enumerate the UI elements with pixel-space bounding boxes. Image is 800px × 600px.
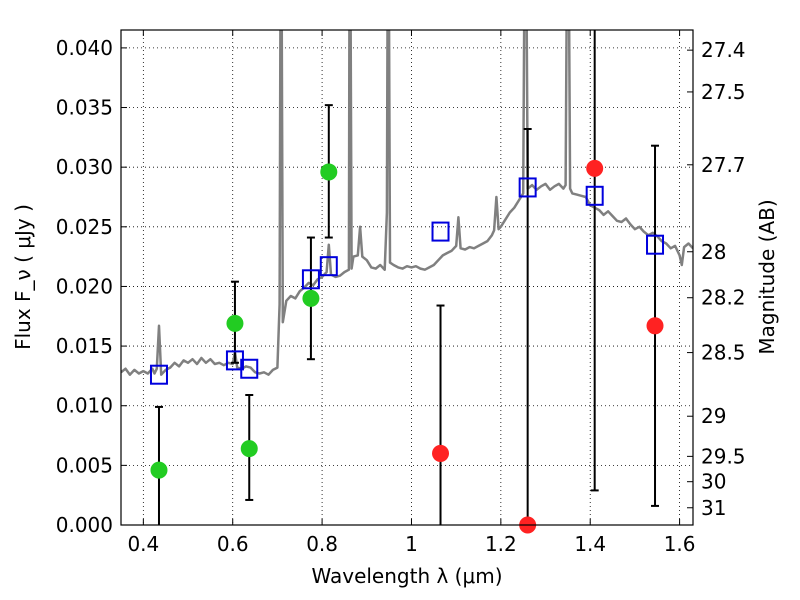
mag-tick-label: 29.5 — [701, 444, 746, 468]
model-point-square — [319, 256, 338, 277]
y-tick-label: 0.040 — [56, 36, 113, 60]
mag-tick-label: 31 — [701, 496, 726, 520]
x-tick-label: 1.2 — [485, 532, 517, 556]
x-tick-label: 0.6 — [217, 532, 249, 556]
y-tick-label: 0.015 — [56, 334, 113, 358]
model-point-square — [149, 364, 168, 385]
data-point — [646, 317, 664, 335]
data-point — [302, 289, 320, 307]
x-tick-label: 1.6 — [664, 532, 696, 556]
model-point-square — [518, 177, 537, 198]
x-axis-title: Wavelength λ (μm) — [311, 564, 502, 588]
data-point — [150, 461, 168, 479]
mag-tick-label: 29 — [701, 404, 726, 428]
model-point-square — [240, 358, 259, 379]
y-tick-label: 0.025 — [56, 215, 113, 239]
data-point — [320, 163, 338, 181]
mag-tick-label: 28.5 — [701, 341, 746, 365]
data-point — [240, 440, 258, 458]
model-point-square — [585, 185, 604, 206]
spectrum-line — [121, 30, 693, 376]
y-axis-title-left: Flux F_ν ( μJy ) — [11, 204, 35, 350]
y-tick-label: 0.035 — [56, 96, 113, 120]
data-point — [226, 314, 244, 332]
model-point-square — [431, 221, 450, 242]
y-tick-label: 0.020 — [56, 274, 113, 298]
mag-tick-label: 28.2 — [701, 286, 746, 310]
y-axis-title-right: Magnitude (AB) — [755, 199, 779, 354]
tick-marks — [121, 30, 693, 526]
data-point — [432, 444, 450, 462]
model-point-square — [301, 269, 320, 290]
model-point-square — [646, 234, 665, 255]
x-tick-label: 1.4 — [574, 532, 606, 556]
x-tick-label: 1 — [405, 532, 418, 556]
mag-tick-label: 27.5 — [701, 80, 746, 104]
x-tick-label: 0.8 — [306, 532, 338, 556]
mag-tick-label: 27.7 — [701, 153, 746, 177]
plot-background — [121, 30, 693, 525]
marker-layer — [149, 159, 665, 534]
data-point — [586, 159, 604, 177]
y-tick-label: 0.000 — [56, 513, 113, 537]
tick-labels: 0.4 0.6 0.8 1 1.2 1.4 1.6 0.000 0.005 0.010 0.015 0… — [56, 36, 746, 556]
y-tick-label: 0.010 — [56, 394, 113, 418]
mag-tick-label: 27.4 — [701, 38, 746, 62]
plot-frame — [120, 29, 694, 526]
y-tick-label: 0.030 — [56, 155, 113, 179]
mag-tick-label: 30 — [701, 470, 726, 494]
mag-tick-label: 28 — [701, 240, 726, 264]
x-tick-label: 0.4 — [127, 532, 159, 556]
y-tick-label: 0.005 — [56, 453, 113, 477]
